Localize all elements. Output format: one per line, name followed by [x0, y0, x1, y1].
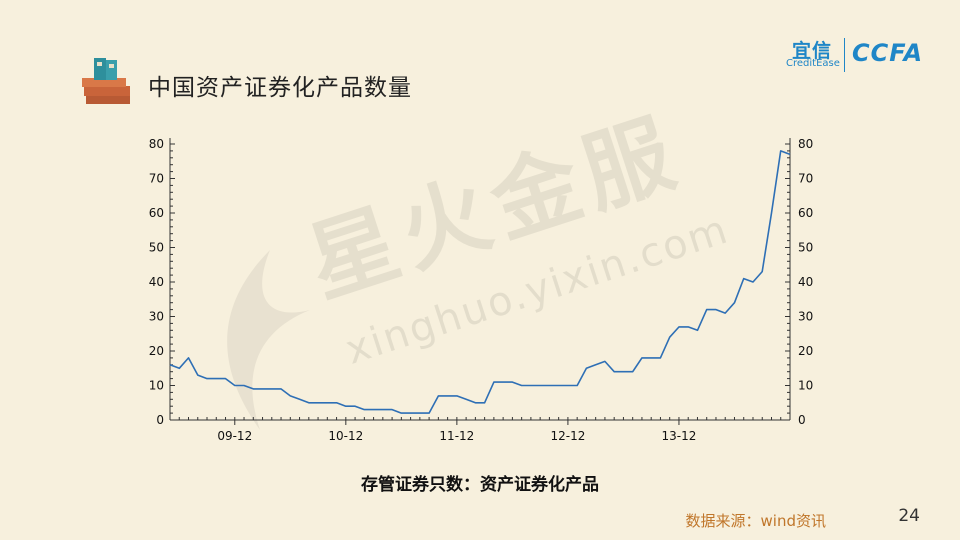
- x-tick-label: 09-12: [217, 429, 252, 443]
- chart-series: [169, 150, 791, 414]
- chart-ticks: [169, 143, 791, 425]
- y-tick-label-left: 0: [156, 413, 164, 427]
- data-source: 数据来源：wind资讯: [685, 512, 826, 530]
- stacked-binders-icon: [82, 58, 130, 104]
- x-tick-label: 13-12: [662, 429, 697, 443]
- y-tick-label-right: 80: [798, 137, 813, 151]
- y-tick-label-right: 60: [798, 206, 813, 220]
- x-tick-label: 10-12: [328, 429, 363, 443]
- y-tick-label-left: 50: [149, 241, 164, 255]
- y-tick-label-right: 0: [798, 413, 806, 427]
- logo-en-text: CreditEase: [786, 58, 840, 69]
- logo-ccfa-text: CCFA: [852, 39, 924, 67]
- y-tick-label-left: 10: [149, 379, 164, 393]
- y-tick-label-right: 50: [798, 241, 813, 255]
- y-tick-label-right: 70: [798, 172, 813, 186]
- y-tick-label-left: 80: [149, 137, 164, 151]
- brand-logo: 宜信 CreditEase CCFA: [786, 36, 936, 76]
- y-tick-label-left: 30: [149, 310, 164, 324]
- y-tick-label-right: 30: [798, 310, 813, 324]
- logo-divider: [844, 38, 845, 72]
- series-line: [169, 150, 791, 414]
- page-number: 24: [898, 506, 920, 526]
- y-tick-label-right: 10: [798, 379, 813, 393]
- chart-tick-labels: 0 0 10 10 20 20 30 30 40 40 50 50 60 60 70 70 80 80 09-12 1…: [149, 137, 814, 443]
- y-tick-label-left: 60: [149, 206, 164, 220]
- y-tick-label-left: 20: [149, 344, 164, 358]
- page-title: 中国资产证券化产品数量: [148, 75, 412, 101]
- y-tick-label-right: 40: [798, 275, 813, 289]
- y-tick-label-right: 20: [798, 344, 813, 358]
- y-tick-label-left: 70: [149, 172, 164, 186]
- x-tick-label: 11-12: [439, 429, 474, 443]
- y-tick-label-left: 40: [149, 275, 164, 289]
- chart-caption: 存管证券只数：资产证券化产品: [361, 475, 599, 495]
- logo-cn-text: 宜信: [792, 40, 833, 62]
- chart-axes: [169, 138, 791, 421]
- x-tick-label: 12-12: [550, 429, 585, 443]
- watermark-flame-icon: [227, 250, 310, 430]
